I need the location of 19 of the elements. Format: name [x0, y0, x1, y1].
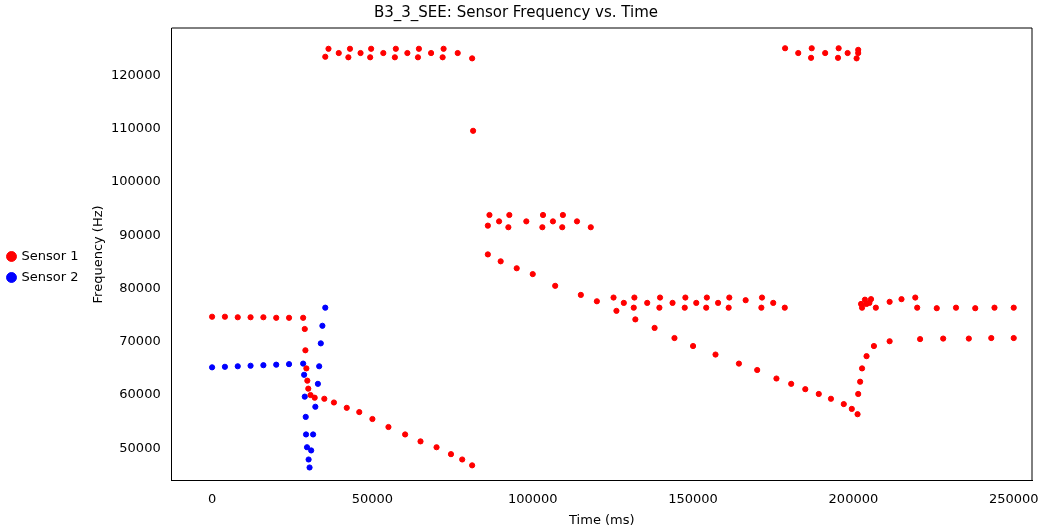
x-axis-title: Time (ms) — [568, 511, 635, 527]
x-tick-label: 100000 — [507, 490, 558, 506]
x-tick-label: 0 — [207, 490, 217, 506]
y-axis-title: Frequency (Hz) — [89, 205, 105, 304]
y-tick-label: 90000 — [119, 226, 161, 242]
y-tick-label: 100000 — [111, 173, 161, 189]
y-tick-label: 110000 — [111, 120, 161, 136]
x-tick-label: 50000 — [351, 490, 394, 506]
y-tick-label: 80000 — [119, 279, 161, 295]
y-tick-label: 50000 — [119, 439, 161, 455]
x-tick-label: 250000 — [988, 490, 1039, 506]
chart-title: B3_3_SEE: Sensor Frequency vs. Time — [373, 2, 659, 22]
y-tick-label: 60000 — [119, 386, 161, 402]
x-tick-label: 200000 — [828, 490, 879, 506]
legend-label: Sensor 1 — [21, 247, 79, 263]
legend-label: Sensor 2 — [21, 268, 79, 284]
y-tick-label: 70000 — [119, 333, 161, 349]
x-tick-label: 150000 — [668, 490, 718, 506]
y-tick-label: 120000 — [111, 66, 161, 82]
